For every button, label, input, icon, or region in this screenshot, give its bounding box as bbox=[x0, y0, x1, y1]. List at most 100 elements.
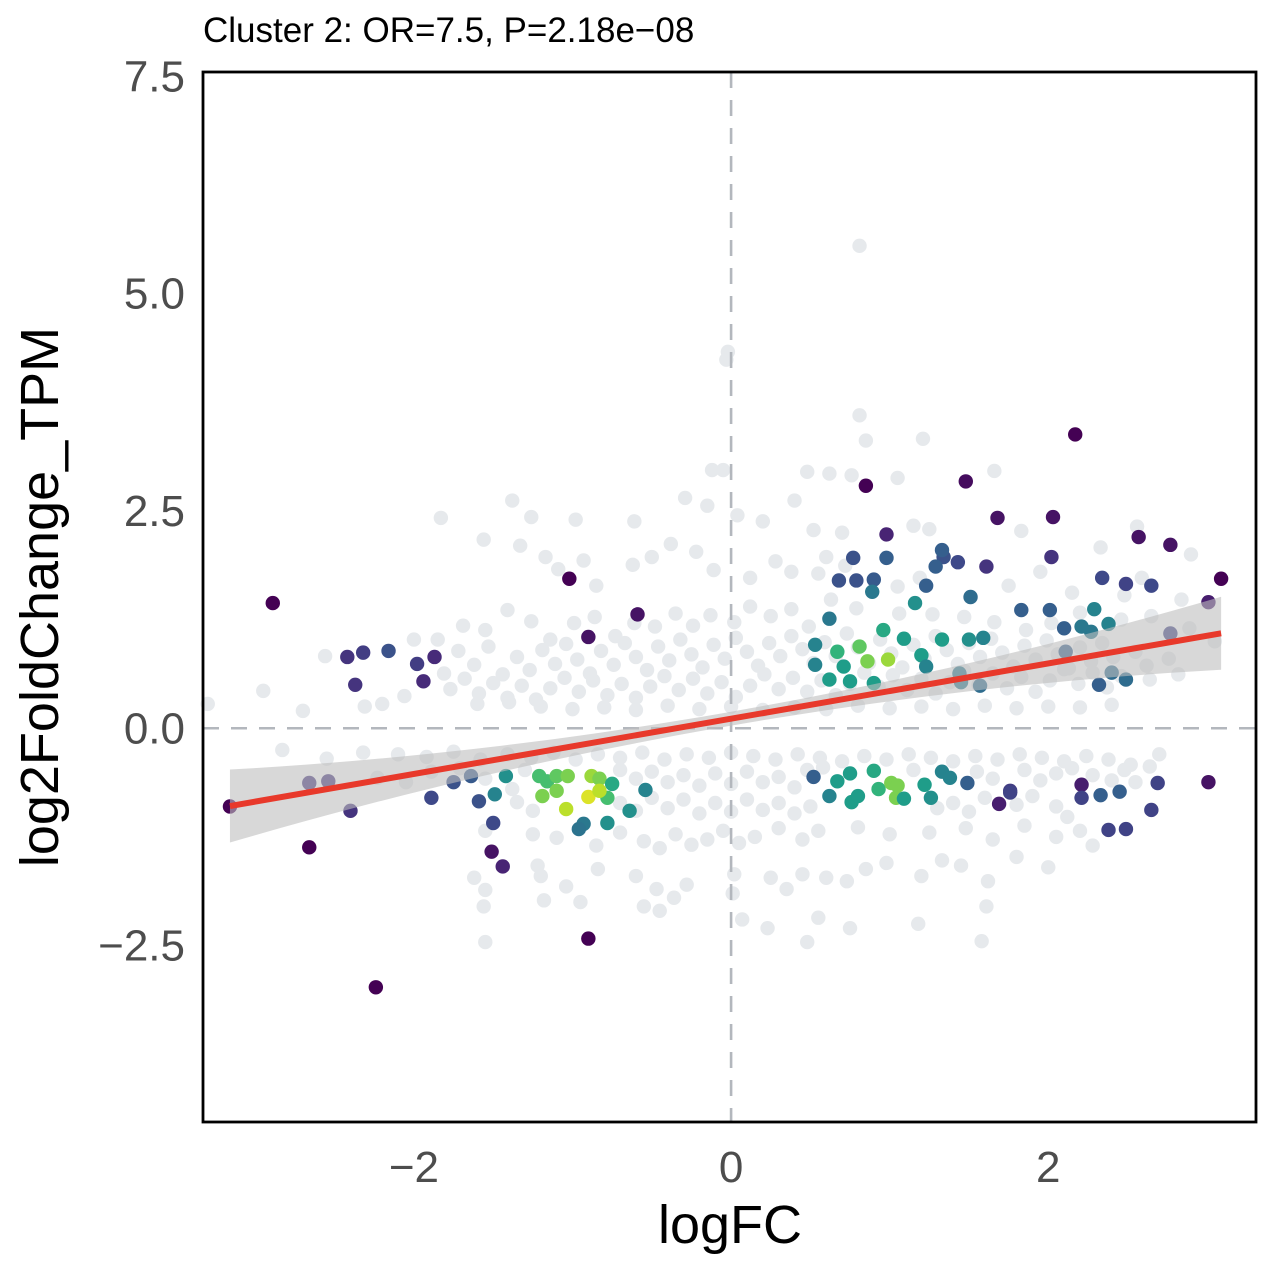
background-point bbox=[773, 648, 788, 664]
y-axis-title: log2FoldChange_TPM bbox=[10, 327, 70, 867]
background-point bbox=[930, 801, 945, 816]
background-point bbox=[628, 771, 644, 786]
background-point bbox=[914, 868, 929, 884]
background-point bbox=[643, 679, 658, 694]
plot-frame bbox=[201, 70, 1258, 1124]
background-point bbox=[625, 557, 640, 573]
background-point bbox=[922, 522, 937, 537]
highlighted-point bbox=[592, 783, 607, 799]
highlighted-point bbox=[1112, 784, 1127, 799]
highlighted-point bbox=[487, 787, 502, 802]
background-point bbox=[990, 752, 1005, 767]
highlighted-point bbox=[950, 555, 966, 570]
highlighted-point bbox=[348, 677, 363, 692]
background-point bbox=[1142, 759, 1157, 774]
highlighted-point bbox=[979, 559, 994, 574]
background-point bbox=[501, 694, 517, 710]
background-point bbox=[589, 838, 604, 853]
background-point bbox=[768, 752, 783, 767]
background-point bbox=[708, 795, 723, 811]
background-point bbox=[549, 830, 564, 845]
background-point bbox=[934, 853, 950, 868]
background-point bbox=[635, 745, 650, 760]
background-point bbox=[742, 678, 758, 693]
background-point bbox=[747, 829, 763, 845]
highlighted-point bbox=[1094, 570, 1110, 586]
background-point bbox=[612, 762, 628, 778]
background-point bbox=[1044, 615, 1059, 631]
highlighted-point bbox=[866, 572, 882, 587]
background-point bbox=[890, 579, 905, 594]
background-point bbox=[803, 799, 818, 814]
background-point bbox=[834, 754, 850, 769]
y-tick-label: 0.0 bbox=[124, 704, 185, 753]
highlighted-point bbox=[302, 840, 317, 855]
highlighted-point bbox=[1144, 578, 1159, 593]
background-point bbox=[1034, 750, 1050, 766]
background-point bbox=[355, 745, 371, 760]
highlighted-point bbox=[879, 527, 894, 542]
background-point bbox=[657, 752, 672, 767]
background-point bbox=[1017, 762, 1032, 778]
background-point bbox=[700, 686, 715, 701]
background-point bbox=[800, 934, 815, 950]
background-point bbox=[585, 673, 601, 688]
highlighted-point bbox=[896, 631, 912, 646]
background-point bbox=[478, 934, 493, 950]
highlighted-point bbox=[1093, 787, 1108, 803]
background-point bbox=[433, 510, 449, 526]
background-point bbox=[734, 912, 750, 927]
highlighted-point bbox=[990, 510, 1005, 526]
highlighted-point bbox=[560, 768, 575, 784]
background-point bbox=[457, 671, 472, 686]
highlighted-point bbox=[340, 649, 355, 665]
background-point bbox=[1104, 697, 1119, 712]
background-point bbox=[612, 795, 628, 811]
background-point bbox=[858, 433, 874, 448]
highlighted-point bbox=[866, 763, 882, 779]
y-tick-label: 5.0 bbox=[124, 270, 185, 319]
highlighted-point bbox=[535, 788, 550, 804]
background-point bbox=[1064, 761, 1080, 776]
background-point bbox=[706, 562, 721, 578]
background-point bbox=[1025, 788, 1040, 804]
background-point bbox=[968, 748, 983, 764]
background-point bbox=[763, 870, 778, 885]
background-point bbox=[1028, 684, 1043, 699]
background-point bbox=[565, 701, 580, 717]
background-point bbox=[945, 795, 961, 811]
highlighted-point bbox=[822, 788, 837, 804]
highlighted-point bbox=[918, 659, 934, 674]
background-point bbox=[715, 462, 731, 478]
highlighted-point bbox=[1068, 427, 1083, 442]
background-point bbox=[652, 903, 667, 918]
background-point bbox=[923, 750, 939, 766]
background-point bbox=[790, 747, 805, 762]
highlighted-point bbox=[495, 859, 510, 874]
highlighted-point bbox=[549, 783, 564, 799]
background-point bbox=[525, 827, 541, 842]
background-point bbox=[666, 890, 682, 905]
highlighted-point bbox=[896, 791, 912, 806]
background-point bbox=[612, 825, 628, 840]
highlighted-point bbox=[918, 578, 934, 593]
background-point bbox=[811, 910, 826, 925]
background-point bbox=[500, 602, 515, 618]
highlighted-point bbox=[845, 550, 861, 566]
background-point bbox=[957, 609, 972, 625]
background-point bbox=[1128, 774, 1143, 790]
background-point bbox=[533, 699, 548, 714]
background-point bbox=[1060, 809, 1075, 825]
background-point bbox=[1152, 747, 1167, 762]
background-point bbox=[612, 750, 628, 766]
highlighted-point bbox=[842, 766, 858, 781]
highlighted-point bbox=[1118, 576, 1134, 592]
background-point bbox=[1014, 523, 1029, 539]
background-point bbox=[692, 778, 707, 793]
background-point bbox=[1117, 588, 1132, 603]
background-point bbox=[443, 681, 458, 697]
background-point bbox=[1072, 700, 1088, 715]
background-point bbox=[676, 792, 691, 807]
background-point bbox=[617, 635, 633, 651]
background-point bbox=[850, 820, 866, 835]
